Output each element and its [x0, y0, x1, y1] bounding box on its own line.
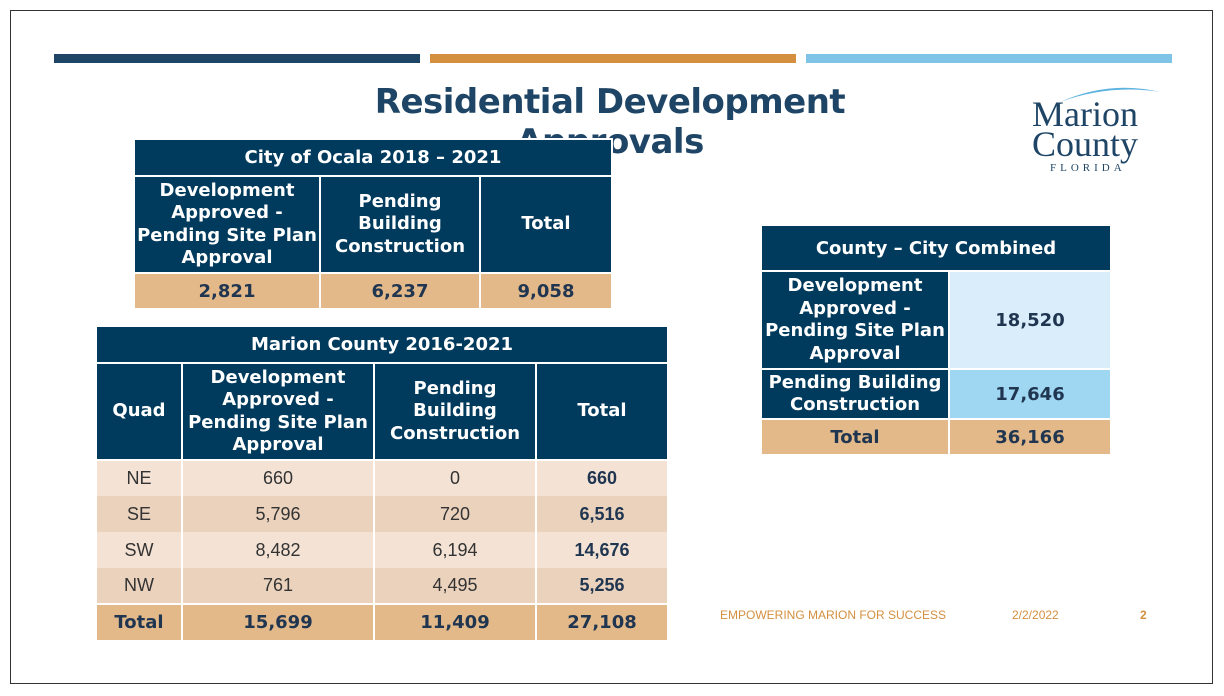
quad-cell: NE	[95, 460, 183, 496]
dev-approved-cell: 660	[181, 460, 375, 496]
marion-header-dev-approved: Development Approved - Pending Site Plan…	[181, 362, 375, 461]
logo-line-1: Marion	[1032, 94, 1138, 134]
accent-bar-navy	[54, 54, 420, 63]
total-dev-approved-cell: 15,699	[181, 603, 375, 642]
total-pending-construction-cell: 11,409	[373, 603, 537, 642]
combined-table: County – City Combined Development Appro…	[759, 224, 1113, 456]
table-row: NE 660 0 660	[95, 460, 670, 496]
accent-bar-orange	[430, 54, 796, 63]
dev-approved-cell: 761	[181, 568, 375, 604]
page-number: 2	[1140, 608, 1147, 622]
table-row: SW 8,482 6,194 14,676	[95, 532, 670, 568]
total-label-cell: Total	[95, 603, 183, 642]
total-cell: 660	[534, 460, 670, 496]
ocala-header-pending-construction: Pending Building Construction	[319, 175, 481, 274]
quad-cell: SE	[95, 496, 183, 532]
marion-header-total: Total	[534, 362, 670, 461]
dev-approved-cell: 5,796	[181, 496, 375, 532]
ocala-value-dev-approved: 2,821	[133, 272, 321, 310]
grand-total-cell: 27,108	[534, 603, 670, 642]
quad-cell: NW	[95, 568, 183, 604]
combined-value-pending-construction: 17,646	[947, 368, 1113, 420]
ocala-value-pending-construction: 6,237	[319, 272, 481, 310]
combined-total-value: 36,166	[947, 418, 1113, 456]
logo-line-2: County	[1032, 124, 1139, 164]
total-cell: 14,676	[534, 532, 670, 568]
marion-header-pending-construction: Pending Building Construction	[373, 362, 537, 461]
footer-tagline: EMPOWERING MARION FOR SUCCESS	[720, 608, 947, 622]
total-cell: 6,516	[534, 496, 670, 532]
table-total-row: Total 36,166	[760, 418, 1113, 456]
pending-construction-cell: 4,495	[373, 568, 537, 604]
logo-swoosh-icon	[1060, 87, 1160, 102]
combined-label-pending-construction: Pending Building Construction	[760, 368, 950, 420]
pending-construction-cell: 0	[373, 460, 537, 496]
marion-header-quad: Quad	[95, 362, 183, 461]
pending-construction-cell: 6,194	[373, 532, 537, 568]
accent-bar-light-blue	[806, 54, 1172, 63]
combined-label-dev-approved: Development Approved - Pending Site Plan…	[760, 270, 950, 370]
footer-date: 2/2/2022	[1012, 608, 1059, 622]
marion-county-logo: Marion County FLORIDA	[1020, 80, 1170, 180]
dev-approved-cell: 8,482	[181, 532, 375, 568]
table-row: NW 761 4,495 5,256	[95, 568, 670, 604]
combined-value-dev-approved: 18,520	[947, 270, 1113, 370]
ocala-header-total: Total	[479, 175, 613, 274]
table-total-row: Total 15,699 11,409 27,108	[95, 603, 670, 642]
ocala-header-dev-approved: Development Approved - Pending Site Plan…	[133, 175, 321, 274]
total-cell: 5,256	[534, 568, 670, 604]
pending-construction-cell: 720	[373, 496, 537, 532]
marion-caption: Marion County 2016-2021	[94, 325, 670, 364]
marion-table: Marion County 2016-2021 Quad Development…	[94, 325, 670, 642]
table-row: Pending Building Construction 17,646	[760, 368, 1113, 420]
combined-caption: County – City Combined	[759, 224, 1113, 272]
logo-line-3: FLORIDA	[1050, 162, 1126, 174]
slide-title: Residential Development Approvals	[374, 82, 846, 162]
ocala-value-total: 9,058	[479, 272, 613, 310]
table-row: Development Approved - Pending Site Plan…	[760, 270, 1113, 370]
quad-cell: SW	[95, 532, 183, 568]
ocala-caption: City of Ocala 2018 – 2021	[133, 138, 613, 177]
ocala-table: City of Ocala 2018 – 2021 Development Ap…	[133, 138, 613, 310]
table-row: SE 5,796 720 6,516	[95, 496, 670, 532]
combined-total-label: Total	[760, 418, 950, 456]
